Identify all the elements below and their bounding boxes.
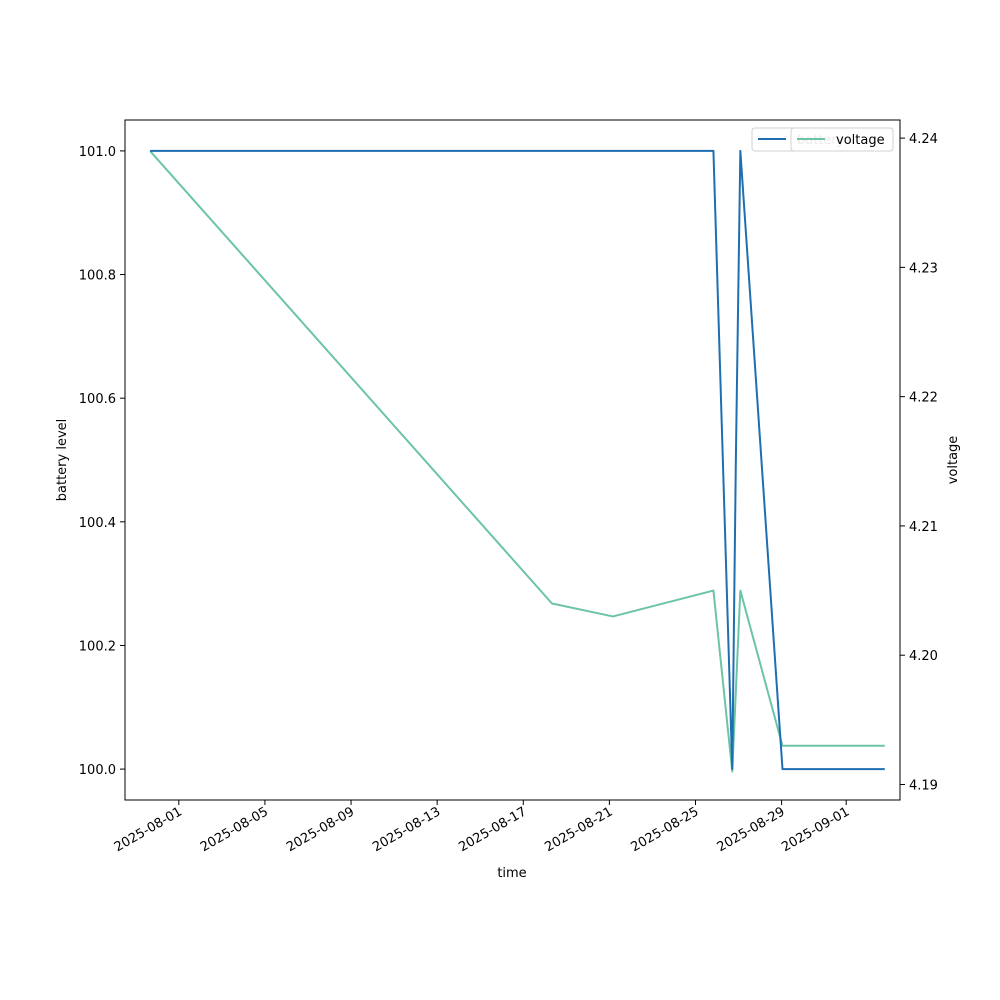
left-y-axis-label: battery level: [55, 419, 70, 502]
left-tick-label: 100.6: [79, 392, 116, 407]
plot-frame: [124, 119, 901, 801]
x-axis-label: time: [497, 866, 526, 881]
x-tick-label: 2025-08-09: [284, 804, 357, 855]
right-tick-label: 4.24: [909, 132, 938, 147]
left-tick-label: 100.2: [79, 639, 116, 654]
left-y-axis: 100.0 100.2 100.4 100.6 100.8 101.0: [79, 145, 125, 778]
right-tick-label: 4.22: [909, 391, 938, 406]
plot-area: [124, 119, 901, 801]
x-tick-label: 2025-09-01: [779, 804, 852, 855]
right-tick-label: 4.23: [909, 261, 938, 276]
right-tick-label: 4.19: [909, 778, 938, 793]
x-tick-label: 2025-08-17: [456, 804, 529, 855]
left-tick-label: 100.8: [79, 269, 116, 284]
right-tick-label: 4.20: [909, 649, 938, 664]
x-tick-label: 2025-08-13: [370, 804, 443, 855]
x-axis: 2025-08-01 2025-08-05 2025-08-09 2025-08-13…: [112, 800, 852, 855]
legend-voltage-box: voltage: [790, 127, 894, 152]
left-tick-label: 101.0: [79, 145, 116, 160]
left-tick-label: 100.4: [79, 516, 116, 531]
legend-label-voltage: voltage: [836, 133, 885, 148]
x-tick-label: 2025-08-05: [198, 804, 271, 855]
right-y-axis-label: voltage: [946, 436, 961, 485]
x-tick-label: 2025-08-21: [542, 804, 615, 855]
x-tick-label: 2025-08-29: [715, 804, 788, 855]
left-tick-label: 100.0: [79, 763, 116, 778]
x-tick-label: 2025-08-25: [629, 804, 702, 855]
x-tick-label: 2025-08-01: [112, 804, 185, 855]
legend-frame: [790, 127, 894, 152]
series-line-battery: [150, 149, 885, 771]
series-line-voltage: [149, 150, 885, 773]
right-y-axis: 4.19 4.20 4.21 4.22 4.23 4.24: [900, 132, 938, 793]
right-tick-label: 4.21: [909, 520, 938, 535]
